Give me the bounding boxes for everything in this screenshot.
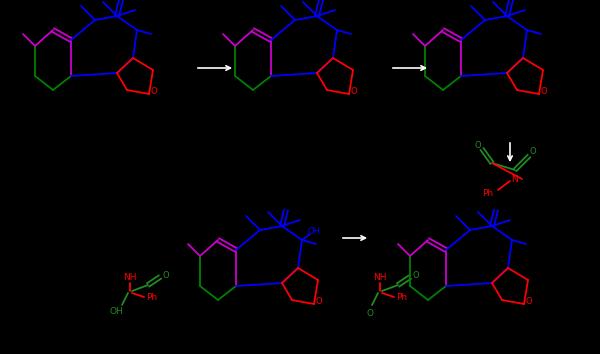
Text: O: O	[526, 297, 532, 307]
Text: O: O	[316, 297, 322, 307]
Text: O: O	[413, 270, 419, 280]
Text: NH: NH	[123, 273, 137, 281]
Text: Ph: Ph	[396, 292, 407, 302]
Text: Ph: Ph	[482, 188, 494, 198]
Text: O: O	[475, 141, 481, 149]
Text: OH: OH	[109, 307, 123, 315]
Text: N: N	[511, 175, 517, 183]
Text: OH: OH	[308, 228, 320, 236]
Text: O: O	[151, 87, 157, 97]
Text: Ph: Ph	[146, 292, 157, 302]
Text: O: O	[163, 270, 169, 280]
Text: O: O	[367, 308, 373, 318]
Text: O: O	[530, 148, 536, 156]
Text: NH: NH	[373, 273, 387, 281]
Text: O: O	[541, 87, 547, 97]
Text: O: O	[350, 87, 358, 97]
